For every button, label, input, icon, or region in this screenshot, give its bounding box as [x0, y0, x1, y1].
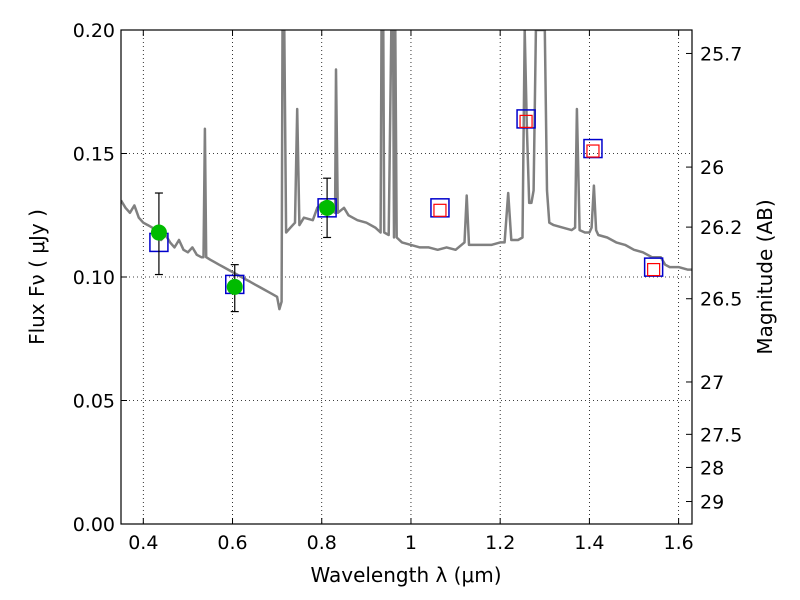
x-tick-label: 1	[405, 532, 417, 554]
upper-limit-square	[586, 144, 600, 158]
x-tick-label: 1.6	[664, 532, 694, 554]
y2-tick-label: 28	[700, 457, 724, 479]
upper-limit-square	[519, 114, 533, 128]
y-tick-label: 0.15	[73, 144, 115, 166]
x-tick-label: 0.4	[128, 532, 158, 554]
y-tick-label: 0.20	[73, 20, 115, 42]
sed-spectrum-line	[121, 30, 692, 311]
y-tick-label: 0.10	[73, 267, 115, 289]
x-tick-label: 1.4	[574, 532, 604, 554]
x-tick-label: 0.8	[307, 532, 337, 554]
y2-tick-label: 26.5	[700, 289, 742, 311]
y2-tick-label: 29	[700, 492, 724, 514]
y-tick-label: 0.00	[73, 514, 115, 536]
y2-tick-label: 25.7	[700, 43, 742, 65]
observed-flux-point	[226, 278, 243, 295]
y2-tick-label: 26	[700, 157, 724, 179]
y2-tick-label: 27	[700, 372, 724, 394]
observed-flux-point	[150, 224, 167, 241]
x-tick-label: 1.2	[485, 532, 515, 554]
plot-area	[121, 30, 692, 313]
y-axis-left: 0.00 0.05 0.10 0.15 0.20	[73, 20, 127, 536]
y-axis-right: 25.7 26 26.2 26.5 27 27.5 28 29	[686, 43, 742, 514]
upper-limit-square	[647, 262, 661, 277]
x-axis-label: Wavelength λ (μm)	[310, 563, 501, 587]
upper-limit-square	[433, 203, 447, 217]
observed-flux-point	[319, 199, 336, 216]
y-axis-label: Flux Fν ( μJy )	[25, 209, 49, 345]
y2-axis-label: Magnitude (AB)	[753, 199, 777, 354]
plot-frame	[120, 29, 693, 525]
y-tick-label: 0.05	[73, 391, 115, 413]
x-axis: 0.4 0.6 0.8 1 1.2 1.4 1.6	[128, 30, 694, 554]
y2-tick-label: 27.5	[700, 424, 742, 446]
y2-tick-label: 26.2	[700, 217, 742, 239]
x-tick-label: 0.6	[217, 532, 247, 554]
grid-lines	[121, 30, 692, 524]
